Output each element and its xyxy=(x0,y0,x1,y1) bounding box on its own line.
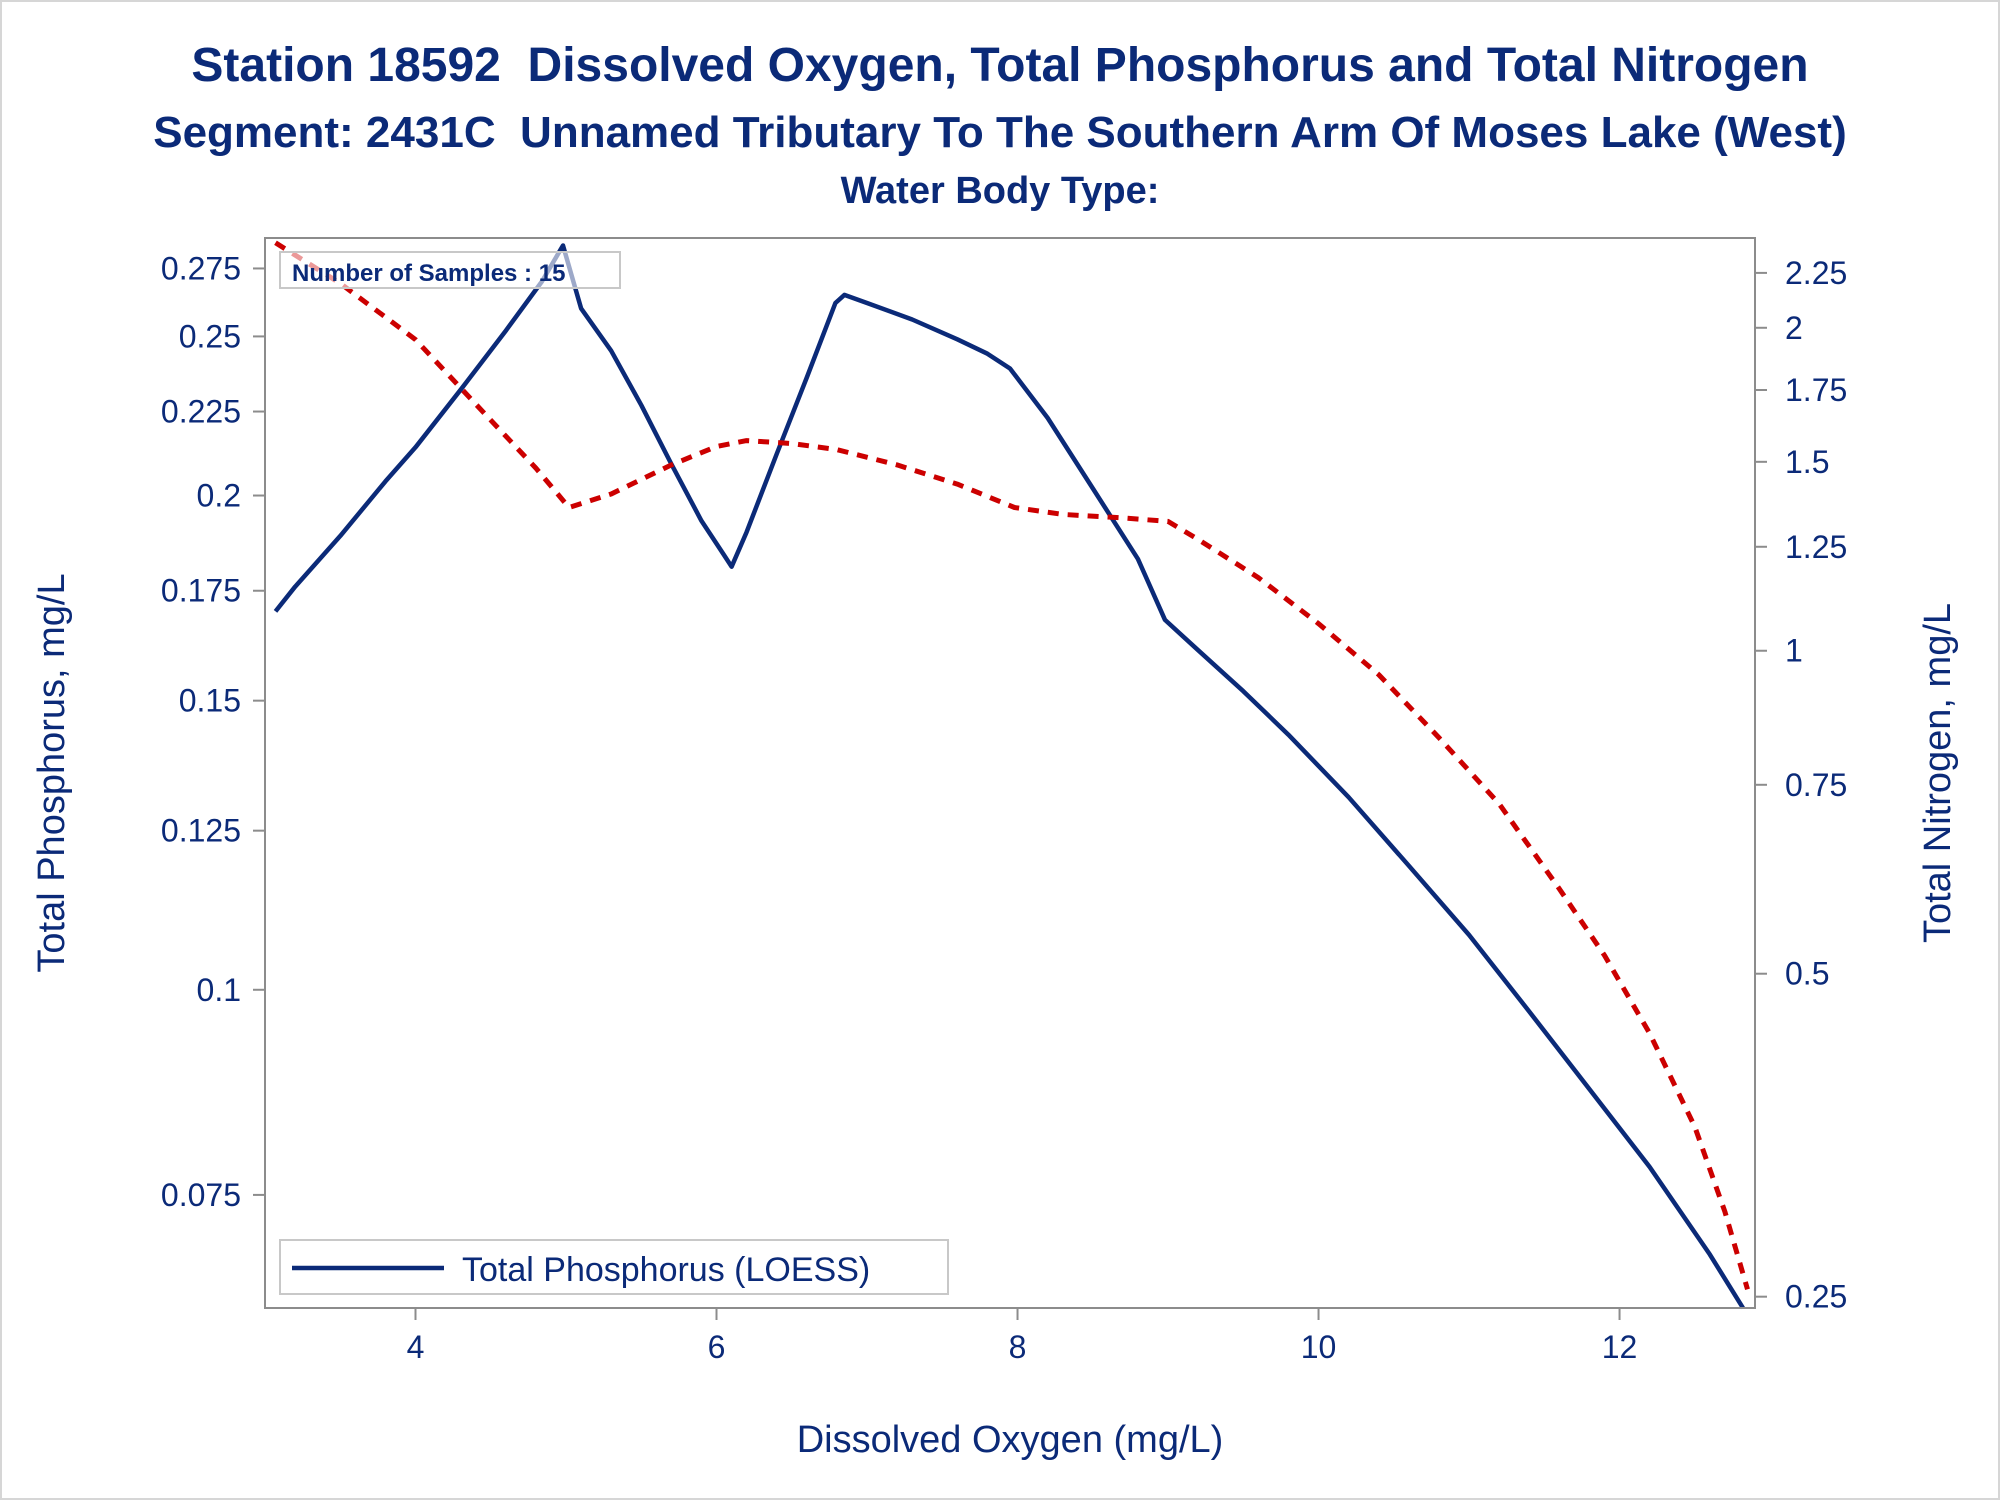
y-left-axis-label: Total Phosphorus, mg/L xyxy=(31,573,73,972)
y-right-tick-label: 0.5 xyxy=(1785,956,1829,992)
plot-area-border xyxy=(264,237,1756,1309)
y-left-tick-label: 0.15 xyxy=(179,683,241,719)
y-left-tick-label: 0.125 xyxy=(161,813,241,849)
chart-title: Station 18592 Dissolved Oxygen, Total Ph… xyxy=(191,39,1809,92)
y-left-tick-label: 0.175 xyxy=(161,573,241,609)
chart-subtitle-water-body: Water Body Type: xyxy=(840,170,1160,212)
chart-subtitle: Segment: 2431C Unnamed Tributary To The … xyxy=(153,108,1847,157)
x-axis-label: Dissolved Oxygen (mg/L) xyxy=(797,1419,1224,1461)
sample-count-box xyxy=(279,251,621,289)
y-right-tick-label: 0.25 xyxy=(1785,1279,1847,1315)
x-tick-label: 6 xyxy=(708,1329,726,1365)
y-right-axis-label: Total Nitrogen, mg/L xyxy=(1917,603,1959,943)
y-left-tick-label: 0.2 xyxy=(197,478,241,514)
y-left-tick-label: 0.225 xyxy=(161,394,241,430)
y-right-tick-label: 2.25 xyxy=(1785,255,1847,291)
y-left-tick-label: 0.1 xyxy=(197,972,241,1008)
sample-count-annotation: Number of Samples : 15 xyxy=(292,260,565,287)
x-tick-label: 8 xyxy=(1009,1329,1027,1365)
y-right-tick-label: 1.5 xyxy=(1785,444,1829,480)
legend-label-phosphorus: Total Phosphorus (LOESS) xyxy=(462,1251,870,1289)
y-right-tick-label: 1.25 xyxy=(1785,529,1847,565)
y-left-tick-label: 0.075 xyxy=(161,1177,241,1213)
y-right-tick-label: 1 xyxy=(1785,633,1803,669)
y-left-tick-label: 0.275 xyxy=(161,250,241,286)
x-tick-label: 12 xyxy=(1602,1329,1638,1365)
y-left-tick-label: 0.25 xyxy=(179,318,241,354)
x-tick-label: 10 xyxy=(1301,1329,1337,1365)
phosphorus-series-line xyxy=(273,243,1745,1310)
nitrogen-series-line xyxy=(274,240,1750,1290)
x-tick-label: 4 xyxy=(407,1329,425,1365)
y-right-tick-label: 0.75 xyxy=(1785,767,1847,803)
y-right-tick-label: 2 xyxy=(1785,310,1803,346)
y-right-tick-label: 1.75 xyxy=(1785,372,1847,408)
